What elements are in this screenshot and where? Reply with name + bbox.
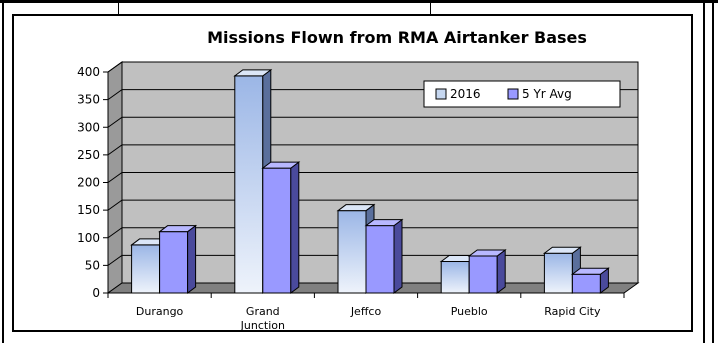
legend-box	[423, 80, 621, 108]
x-category-label: Junction	[240, 319, 285, 330]
y-tick-label: 250	[77, 148, 100, 162]
right-border-line	[703, 0, 705, 343]
y-tick-label: 400	[77, 65, 100, 79]
y-tick-label: 50	[85, 258, 100, 272]
bar-side	[496, 248, 506, 294]
bar-side	[187, 224, 197, 294]
bar-top	[158, 225, 198, 233]
legend-swatch	[507, 88, 519, 100]
legend-label: 2016	[450, 87, 481, 101]
bar-2016	[543, 252, 573, 294]
gridline	[107, 61, 638, 73]
x-category-label: Pueblo	[451, 305, 488, 318]
x-category-label: Rapid City	[544, 305, 601, 318]
bar-top	[542, 246, 582, 254]
bar-top	[570, 267, 610, 275]
bar-top	[233, 69, 273, 77]
bar-top	[261, 161, 301, 169]
bar-5yr-avg	[571, 273, 601, 294]
right-outer-line	[712, 0, 714, 343]
y-tick-label: 0	[92, 286, 100, 300]
legend-swatch	[435, 88, 447, 100]
legend-label: 5 Yr Avg	[522, 87, 572, 101]
bar-top	[364, 219, 404, 227]
top-tick-mid	[430, 0, 431, 14]
y-tick-label: 100	[77, 231, 100, 245]
top-border-line	[0, 0, 718, 3]
bar-5yr-avg	[468, 255, 498, 294]
chart: Missions Flown from RMA Airtanker Bases …	[77, 28, 640, 330]
gridline	[107, 227, 638, 239]
bar-top	[467, 249, 507, 257]
top-tick-left	[118, 0, 119, 14]
bar-2016	[234, 75, 264, 294]
bar-5yr-avg	[262, 167, 292, 294]
gridline	[107, 199, 638, 211]
gridline	[107, 172, 638, 183]
y-tick-label: 150	[77, 203, 100, 217]
y-tick-label: 300	[77, 120, 100, 134]
chart-title: Missions Flown from RMA Airtanker Bases	[207, 28, 587, 47]
x-category-label: Durango	[136, 305, 184, 318]
y-tick-label: 350	[77, 93, 100, 107]
x-category-label: Grand	[246, 305, 280, 318]
bar-2016	[440, 261, 470, 294]
bar-2016	[131, 244, 161, 294]
gridline	[107, 116, 638, 128]
y-tick-label: 200	[77, 176, 100, 190]
left-border-line	[2, 0, 4, 343]
bar-5yr-avg	[159, 231, 189, 294]
chart-frame: Missions Flown from RMA Airtanker Bases …	[12, 14, 693, 332]
x-category-label: Jeffco	[350, 305, 382, 318]
bar-2016	[337, 210, 367, 294]
gridline	[107, 144, 638, 156]
bar-top	[336, 204, 376, 212]
bar-side	[290, 161, 300, 294]
bar-5yr-avg	[365, 225, 395, 294]
bar-side	[393, 218, 403, 294]
